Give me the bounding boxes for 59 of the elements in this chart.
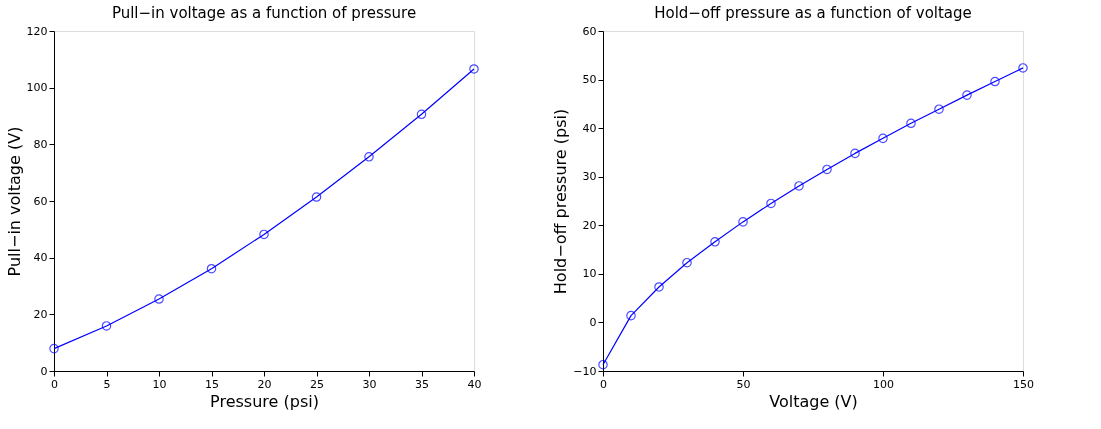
x-tick-label: 0	[600, 377, 607, 391]
point	[794, 181, 804, 191]
point	[682, 257, 692, 268]
y-tick-label: 0	[40, 364, 48, 378]
x-tick-label: 150	[1013, 377, 1034, 391]
point	[469, 64, 479, 74]
point	[1018, 63, 1028, 73]
x-axis-title: Voltage (V)	[769, 391, 858, 411]
x-tick-label: 100	[873, 377, 894, 391]
y-tick-label: 10	[582, 267, 597, 281]
x-tick-label: 50	[736, 377, 751, 391]
y-tick-label: −10	[573, 364, 597, 378]
y-tick-label: 80	[33, 137, 48, 151]
y-tick-label: 20	[33, 307, 48, 321]
point	[311, 192, 322, 202]
x-tick-label: 35	[415, 377, 429, 391]
point	[259, 229, 269, 240]
point	[416, 109, 427, 120]
y-tick-label: 20	[582, 218, 597, 232]
point	[934, 104, 944, 114]
y-tick-label: 0	[589, 315, 597, 329]
x-tick-label: 10	[152, 377, 167, 391]
point	[822, 164, 832, 175]
y-axis-title: Pull−in voltage (V)	[4, 126, 24, 277]
y-tick-label: 60	[582, 24, 597, 38]
y-tick-label: 30	[582, 170, 597, 184]
x-tick-label: 0	[51, 377, 58, 391]
x-tick-label: 20	[257, 377, 272, 391]
point	[206, 263, 217, 274]
point	[878, 133, 888, 144]
point	[738, 217, 748, 227]
point	[906, 118, 916, 129]
point	[49, 343, 59, 354]
point	[598, 359, 608, 370]
point	[626, 310, 636, 321]
point	[101, 321, 112, 331]
x-tick-label: 5	[103, 377, 111, 391]
point	[154, 294, 164, 304]
chart-title: Hold−off pressure as a function of voltage	[654, 4, 972, 22]
chart-title: Pull−in voltage as a function of pressure	[111, 4, 417, 22]
y-tick-label: 40	[33, 251, 48, 265]
point	[654, 282, 664, 292]
x-tick-label: 30	[362, 377, 377, 391]
x-tick-label: 25	[310, 377, 324, 391]
y-tick-label: 50	[582, 73, 597, 87]
x-tick-label: 40	[467, 377, 482, 391]
point	[990, 76, 1000, 87]
x-tick-label: 15	[205, 377, 219, 391]
point	[766, 198, 776, 209]
point	[364, 152, 374, 162]
x-axis-title: Pressure (psi)	[210, 391, 319, 411]
y-tick-label: 60	[33, 194, 48, 208]
y-tick-label: 120	[26, 24, 48, 38]
point	[962, 90, 972, 100]
y-axis-title: Hold−off pressure (psi)	[551, 108, 571, 295]
y-tick-label: 40	[582, 121, 597, 135]
y-tick-label: 100	[26, 81, 48, 95]
point	[710, 237, 720, 247]
point	[850, 148, 860, 159]
